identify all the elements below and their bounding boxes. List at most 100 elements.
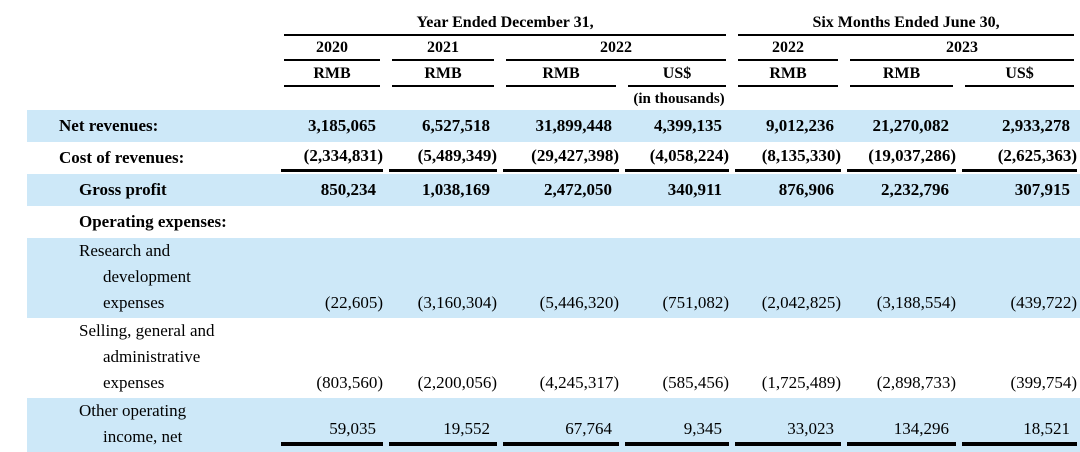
- value-cell: 19,552: [386, 398, 500, 452]
- currency-cell: RMB: [732, 61, 844, 87]
- spacer-cell: [27, 87, 278, 110]
- value-cell: [622, 206, 732, 238]
- value-cell: 3,185,065: [308, 116, 376, 135]
- row-label-line: expenses: [103, 373, 165, 392]
- row-label: Gross profit: [79, 180, 167, 199]
- table-row: Operating expenses:: [27, 206, 1080, 238]
- value-cell: [844, 206, 959, 238]
- value-cell: (4,245,317): [539, 373, 619, 392]
- value-cell: 9,012,236: [766, 116, 835, 135]
- value-cell: (585,456): [662, 373, 730, 392]
- value-cell: 307,915: [1014, 180, 1071, 199]
- value-cell: 850,234: [320, 180, 376, 199]
- currency-label: RMB: [738, 64, 839, 87]
- value-cell: (4,058,224): [622, 142, 732, 174]
- value-cell: 340,911: [667, 180, 723, 199]
- value-cell: (803,560): [316, 373, 383, 392]
- row-label-line: Other operating: [79, 401, 187, 420]
- currency-label: RMB: [850, 64, 954, 87]
- currency-cell: RMB: [844, 61, 959, 87]
- currency-row: RMB RMB RMB US$ RMB RMB US$: [27, 61, 1080, 87]
- row-label-line: Selling, general and: [79, 321, 215, 340]
- year-cell: 2021: [386, 36, 500, 61]
- value-cell: (399,754): [1010, 373, 1078, 392]
- currency-cell: RMB: [386, 61, 500, 87]
- value-cell: 134,296: [844, 398, 959, 452]
- currency-cell: US$: [959, 61, 1080, 87]
- currency-label: US$: [628, 64, 727, 87]
- row-label-line: development: [103, 267, 191, 286]
- table-row: Selling, general and administrative expe…: [27, 318, 1080, 398]
- value-cell: 33,023: [732, 398, 844, 452]
- row-label-cell: Cost of revenues:: [27, 142, 278, 174]
- value-cell: 21,270,082: [872, 116, 950, 135]
- currency-cell: RMB: [278, 61, 386, 87]
- currency-label: US$: [965, 64, 1075, 87]
- value-cell: 2,232,796: [881, 180, 950, 199]
- value-cell: (3,160,304): [417, 293, 497, 312]
- spacer-cell: [27, 61, 278, 87]
- value-cell: (1,725,489): [761, 373, 842, 392]
- value-cell: (19,037,286): [844, 142, 959, 174]
- value-cell: (5,489,349): [386, 142, 500, 174]
- value-cell: [959, 206, 1080, 238]
- period-group-cell: Year Ended December 31,: [278, 8, 732, 36]
- units-note: (in thousands): [633, 91, 725, 107]
- row-label-cell: Selling, general and administrative expe…: [27, 318, 278, 398]
- year-row: 2020 2021 2022 2022 2023: [27, 36, 1080, 61]
- table-row: Gross profit 850,234 1,038,169 2,472,050…: [27, 174, 1080, 206]
- value-cell: 18,521: [959, 398, 1080, 452]
- value-cell: (29,427,398): [500, 142, 622, 174]
- units-row: (in thousands): [27, 87, 1080, 110]
- value-cell: (2,898,733): [876, 373, 957, 392]
- value-cell: (2,334,831): [278, 142, 386, 174]
- value-cell: 6,527,518: [422, 116, 490, 135]
- row-label-line: administrative: [103, 347, 201, 366]
- value-cell: 67,764: [500, 398, 622, 452]
- period-group-cell: Six Months Ended June 30,: [732, 8, 1080, 36]
- value-cell: [500, 206, 622, 238]
- value-cell: 876,906: [778, 180, 835, 199]
- currency-label: RMB: [506, 64, 616, 87]
- year-label: 2021: [392, 38, 494, 61]
- row-label-cell: Research and development expenses: [27, 238, 278, 318]
- value-cell: (2,625,363): [959, 142, 1080, 174]
- value-cell: 1,038,169: [422, 180, 490, 199]
- currency-cell: US$: [622, 61, 732, 87]
- currency-label: RMB: [392, 64, 494, 87]
- row-label-cell: Net revenues:: [27, 110, 278, 142]
- row-label-line: expenses: [103, 293, 165, 312]
- row-label-cell: Other operating income, net: [27, 398, 278, 452]
- value-cell: [386, 206, 500, 238]
- value-cell: (439,722): [1010, 293, 1078, 312]
- row-label-line: income, net: [103, 427, 183, 446]
- currency-label: RMB: [284, 64, 380, 87]
- year-label: 2020: [284, 38, 380, 61]
- value-cell: (2,042,825): [761, 293, 842, 312]
- row-label-line: Research and: [79, 241, 171, 260]
- year-label: 2022: [738, 38, 839, 61]
- value-cell: (5,446,320): [539, 293, 619, 312]
- value-cell: (2,200,056): [417, 373, 497, 392]
- period-group-label: Six Months Ended June 30,: [738, 13, 1075, 36]
- value-cell: 31,899,448: [535, 116, 613, 135]
- row-label-cell: Operating expenses:: [27, 206, 278, 238]
- year-label: 2023: [850, 38, 1075, 61]
- value-cell: [732, 206, 844, 238]
- year-cell: 2023: [844, 36, 1080, 61]
- value-cell: (751,082): [662, 293, 730, 312]
- value-cell: 59,035: [278, 398, 386, 452]
- table-row: Cost of revenues: (2,334,831) (5,489,349…: [27, 142, 1080, 174]
- period-group-row: Year Ended December 31, Six Months Ended…: [27, 8, 1080, 36]
- value-cell: 2,472,050: [544, 180, 612, 199]
- year-cell: 2020: [278, 36, 386, 61]
- income-statement-table: Year Ended December 31, Six Months Ended…: [27, 8, 1080, 452]
- value-cell: 4,399,135: [654, 116, 723, 135]
- table-row: Research and development expenses (22,60…: [27, 238, 1080, 318]
- year-label: 2022: [506, 38, 727, 61]
- value-cell: 9,345: [622, 398, 732, 452]
- value-cell: (3,188,554): [876, 293, 957, 312]
- value-cell: (8,135,330): [732, 142, 844, 174]
- row-label: Cost of revenues:: [59, 148, 185, 167]
